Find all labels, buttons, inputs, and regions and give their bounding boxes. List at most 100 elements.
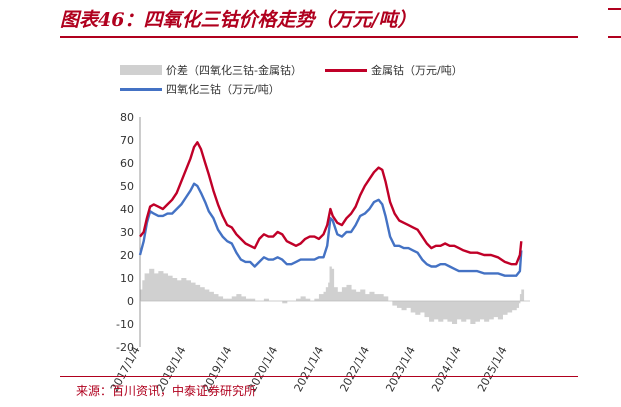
spread-bar bbox=[144, 273, 150, 301]
series-line-oxide bbox=[138, 182, 523, 277]
spread-bar bbox=[199, 287, 205, 301]
spread-bar bbox=[374, 294, 380, 301]
y-tick-label: 0 bbox=[127, 295, 134, 308]
spread-bar bbox=[360, 289, 366, 301]
spread-bar bbox=[484, 301, 490, 322]
spread-bar bbox=[142, 280, 146, 301]
spread-bar bbox=[479, 301, 485, 320]
spread-bar bbox=[333, 287, 338, 301]
spread-bar bbox=[465, 301, 471, 320]
spread-bar bbox=[176, 280, 182, 301]
spread-bar bbox=[438, 301, 444, 322]
spread-bar bbox=[521, 289, 525, 301]
spread-bar bbox=[263, 298, 269, 301]
spread-bar bbox=[456, 301, 462, 320]
spread-bar bbox=[222, 298, 228, 301]
spread-bar bbox=[185, 280, 191, 301]
spread-bar bbox=[162, 273, 169, 301]
spread-bar bbox=[250, 298, 256, 301]
spread-bar bbox=[410, 301, 416, 313]
spread-bar bbox=[172, 278, 178, 301]
axis-layer bbox=[139, 117, 530, 347]
spread-bar bbox=[329, 266, 332, 301]
legend-swatch-spread bbox=[120, 65, 162, 75]
y-tick-label: -20 bbox=[116, 341, 134, 354]
spread-bar bbox=[518, 301, 521, 304]
spread-bar bbox=[415, 301, 421, 315]
series-lines-layer bbox=[138, 141, 523, 277]
spread-bar bbox=[433, 301, 439, 320]
spread-bar bbox=[452, 301, 458, 324]
spread-bar bbox=[218, 296, 224, 301]
spread-bar bbox=[300, 296, 306, 301]
spread-bar bbox=[213, 294, 219, 301]
spread-bar bbox=[231, 296, 237, 301]
y-tick-label: 10 bbox=[120, 272, 134, 285]
spread-bar bbox=[346, 284, 352, 301]
spread-bar bbox=[323, 291, 327, 301]
x-tick-label: 2021/1/4 bbox=[292, 344, 327, 394]
spread-bar bbox=[507, 301, 513, 313]
spread-bar bbox=[493, 301, 499, 318]
spread-bar bbox=[337, 291, 343, 301]
spread-bar bbox=[282, 301, 288, 304]
spread-bar bbox=[296, 298, 302, 301]
y-tick-labels: -20 -10 0 10 20 30 40 50 60 70 80 bbox=[116, 111, 134, 354]
spread-bar bbox=[383, 296, 389, 301]
legend-label-oxide: 四氧化三钴（万元/吨） bbox=[166, 83, 280, 96]
spread-bar bbox=[461, 301, 467, 322]
spread-area-layer bbox=[140, 266, 525, 324]
series-line-metal bbox=[139, 141, 523, 266]
y-tick-label: 50 bbox=[120, 180, 134, 193]
y-tick-label: 80 bbox=[120, 111, 134, 124]
spread-bar bbox=[378, 294, 384, 301]
edge-rule-bottom bbox=[608, 36, 621, 38]
spread-bar bbox=[406, 301, 412, 308]
spread-bar bbox=[419, 301, 425, 313]
spread-bar bbox=[227, 298, 233, 301]
spread-bar bbox=[240, 296, 247, 301]
legend-swatch-metal bbox=[325, 68, 367, 72]
y-tick-label: 70 bbox=[120, 134, 134, 147]
spread-bar bbox=[195, 284, 201, 301]
spread-bar bbox=[351, 289, 357, 301]
spread-bar bbox=[392, 301, 398, 306]
spread-bar bbox=[331, 268, 335, 301]
chart-title: 图表46：四氧化三钴价格走势（万元/吨） bbox=[60, 9, 417, 31]
spread-bar bbox=[519, 294, 522, 301]
spread-bar bbox=[245, 298, 251, 301]
legend-label-metal: 金属钴（万元/吨） bbox=[371, 64, 463, 77]
spread-bar bbox=[470, 301, 476, 324]
spread-bar bbox=[511, 301, 517, 311]
spread-bar bbox=[341, 287, 347, 301]
y-tick-label: 60 bbox=[120, 157, 134, 170]
x-tick-label: 2023/1/4 bbox=[383, 344, 418, 394]
source-note: 来源：百川资讯，中泰证券研究所 bbox=[76, 384, 257, 398]
title-rule bbox=[60, 36, 578, 38]
spread-bar bbox=[328, 282, 330, 301]
y-tick-label: 30 bbox=[120, 226, 134, 239]
spread-bar bbox=[396, 301, 403, 308]
spread-bar bbox=[140, 289, 143, 301]
spread-bar bbox=[447, 301, 453, 322]
legend-swatch-oxide bbox=[120, 87, 162, 91]
spread-bar bbox=[167, 275, 173, 301]
spread-bar bbox=[355, 291, 361, 301]
x-tick-label: 2024/1/4 bbox=[429, 344, 464, 394]
spread-bar bbox=[314, 298, 320, 301]
spread-bar bbox=[318, 294, 325, 301]
edge-rule-top bbox=[608, 8, 621, 10]
y-tick-label: 40 bbox=[120, 203, 134, 216]
x-tick-label: 2025/1/4 bbox=[475, 344, 510, 394]
spread-bar bbox=[181, 278, 187, 301]
legend-label-spread: 价差（四氧化三钴-金属钴） bbox=[166, 64, 302, 77]
source-rule bbox=[60, 376, 578, 377]
spread-bar bbox=[190, 282, 196, 301]
spread-bar bbox=[516, 301, 520, 308]
spread-bar bbox=[497, 301, 503, 320]
spread-bar bbox=[364, 294, 370, 301]
spread-bar bbox=[305, 298, 311, 301]
legend-item-oxide: 四氧化三钴（万元/吨） bbox=[120, 81, 280, 97]
spread-bar bbox=[149, 268, 155, 301]
